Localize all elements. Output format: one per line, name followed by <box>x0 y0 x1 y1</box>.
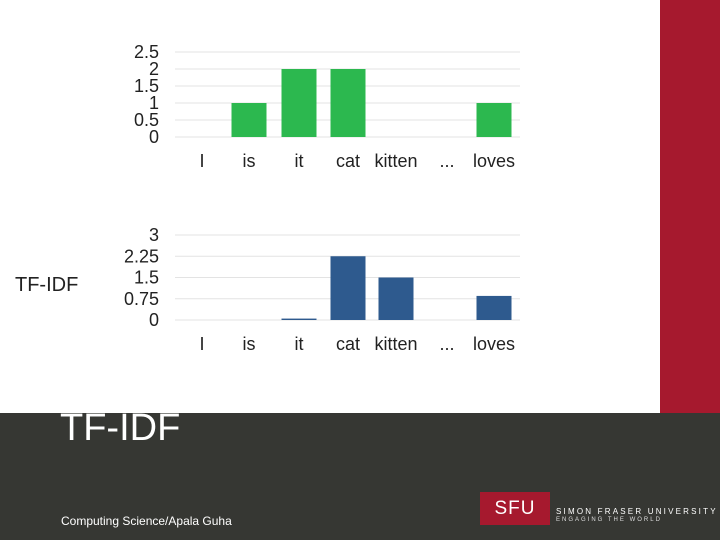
bar-cat <box>330 256 366 320</box>
university-tagline: ENGAGING THE WORLD <box>556 517 662 523</box>
y-tick-label: 1.5 <box>134 76 159 96</box>
bar-loves <box>476 295 512 320</box>
credit-text: Computing Science/Apala Guha <box>61 514 232 528</box>
x-tick-label: kitten <box>374 151 417 171</box>
y-tick-label: 0 <box>149 127 159 147</box>
university-name: SIMON FRASER UNIVERSITY <box>556 507 718 516</box>
side-label: TF-IDF <box>15 274 79 296</box>
bar-kitten <box>378 277 414 320</box>
bar-is <box>231 103 267 137</box>
x-tick-label: kitten <box>374 334 417 354</box>
x-tick-label: cat <box>336 151 360 171</box>
y-tick-label: 2.25 <box>124 246 159 266</box>
bar-it <box>281 318 317 320</box>
x-tick-label: is <box>243 151 256 171</box>
y-tick-label: 0.5 <box>134 110 159 130</box>
bar-cat <box>330 69 366 137</box>
x-tick-label: I <box>199 334 204 354</box>
accent-band <box>660 0 720 413</box>
x-tick-label: loves <box>473 151 515 171</box>
footer-bar <box>0 413 720 540</box>
bar-loves <box>476 103 512 137</box>
x-tick-label: ... <box>439 334 454 354</box>
sfu-logo: SFU <box>480 492 550 525</box>
y-tick-label: 1 <box>149 93 159 113</box>
y-tick-label: 2.5 <box>134 42 159 62</box>
slide-title: TF-IDF <box>60 407 181 449</box>
logo-text: SFU <box>494 497 536 519</box>
x-tick-label: it <box>295 151 304 171</box>
x-tick-label: loves <box>473 334 515 354</box>
y-tick-label: 3 <box>149 225 159 245</box>
tfidf-bar-chart: 32.251.50.750 I is it cat kitten... loves <box>124 225 520 354</box>
y-tick-label: 0.75 <box>124 289 159 309</box>
y-tick-label: 1.5 <box>134 268 159 288</box>
x-tick-label: ... <box>439 151 454 171</box>
y-tick-label: 0 <box>149 310 159 330</box>
x-tick-label: I <box>199 151 204 171</box>
x-tick-label: is <box>243 334 256 354</box>
y-tick-label: 2 <box>149 59 159 79</box>
x-tick-label: it <box>295 334 304 354</box>
tf-bar-chart: 2.521.510.50 I is it cat kitten... loves <box>134 42 520 171</box>
x-tick-label: cat <box>336 334 360 354</box>
bar-it <box>281 69 317 137</box>
